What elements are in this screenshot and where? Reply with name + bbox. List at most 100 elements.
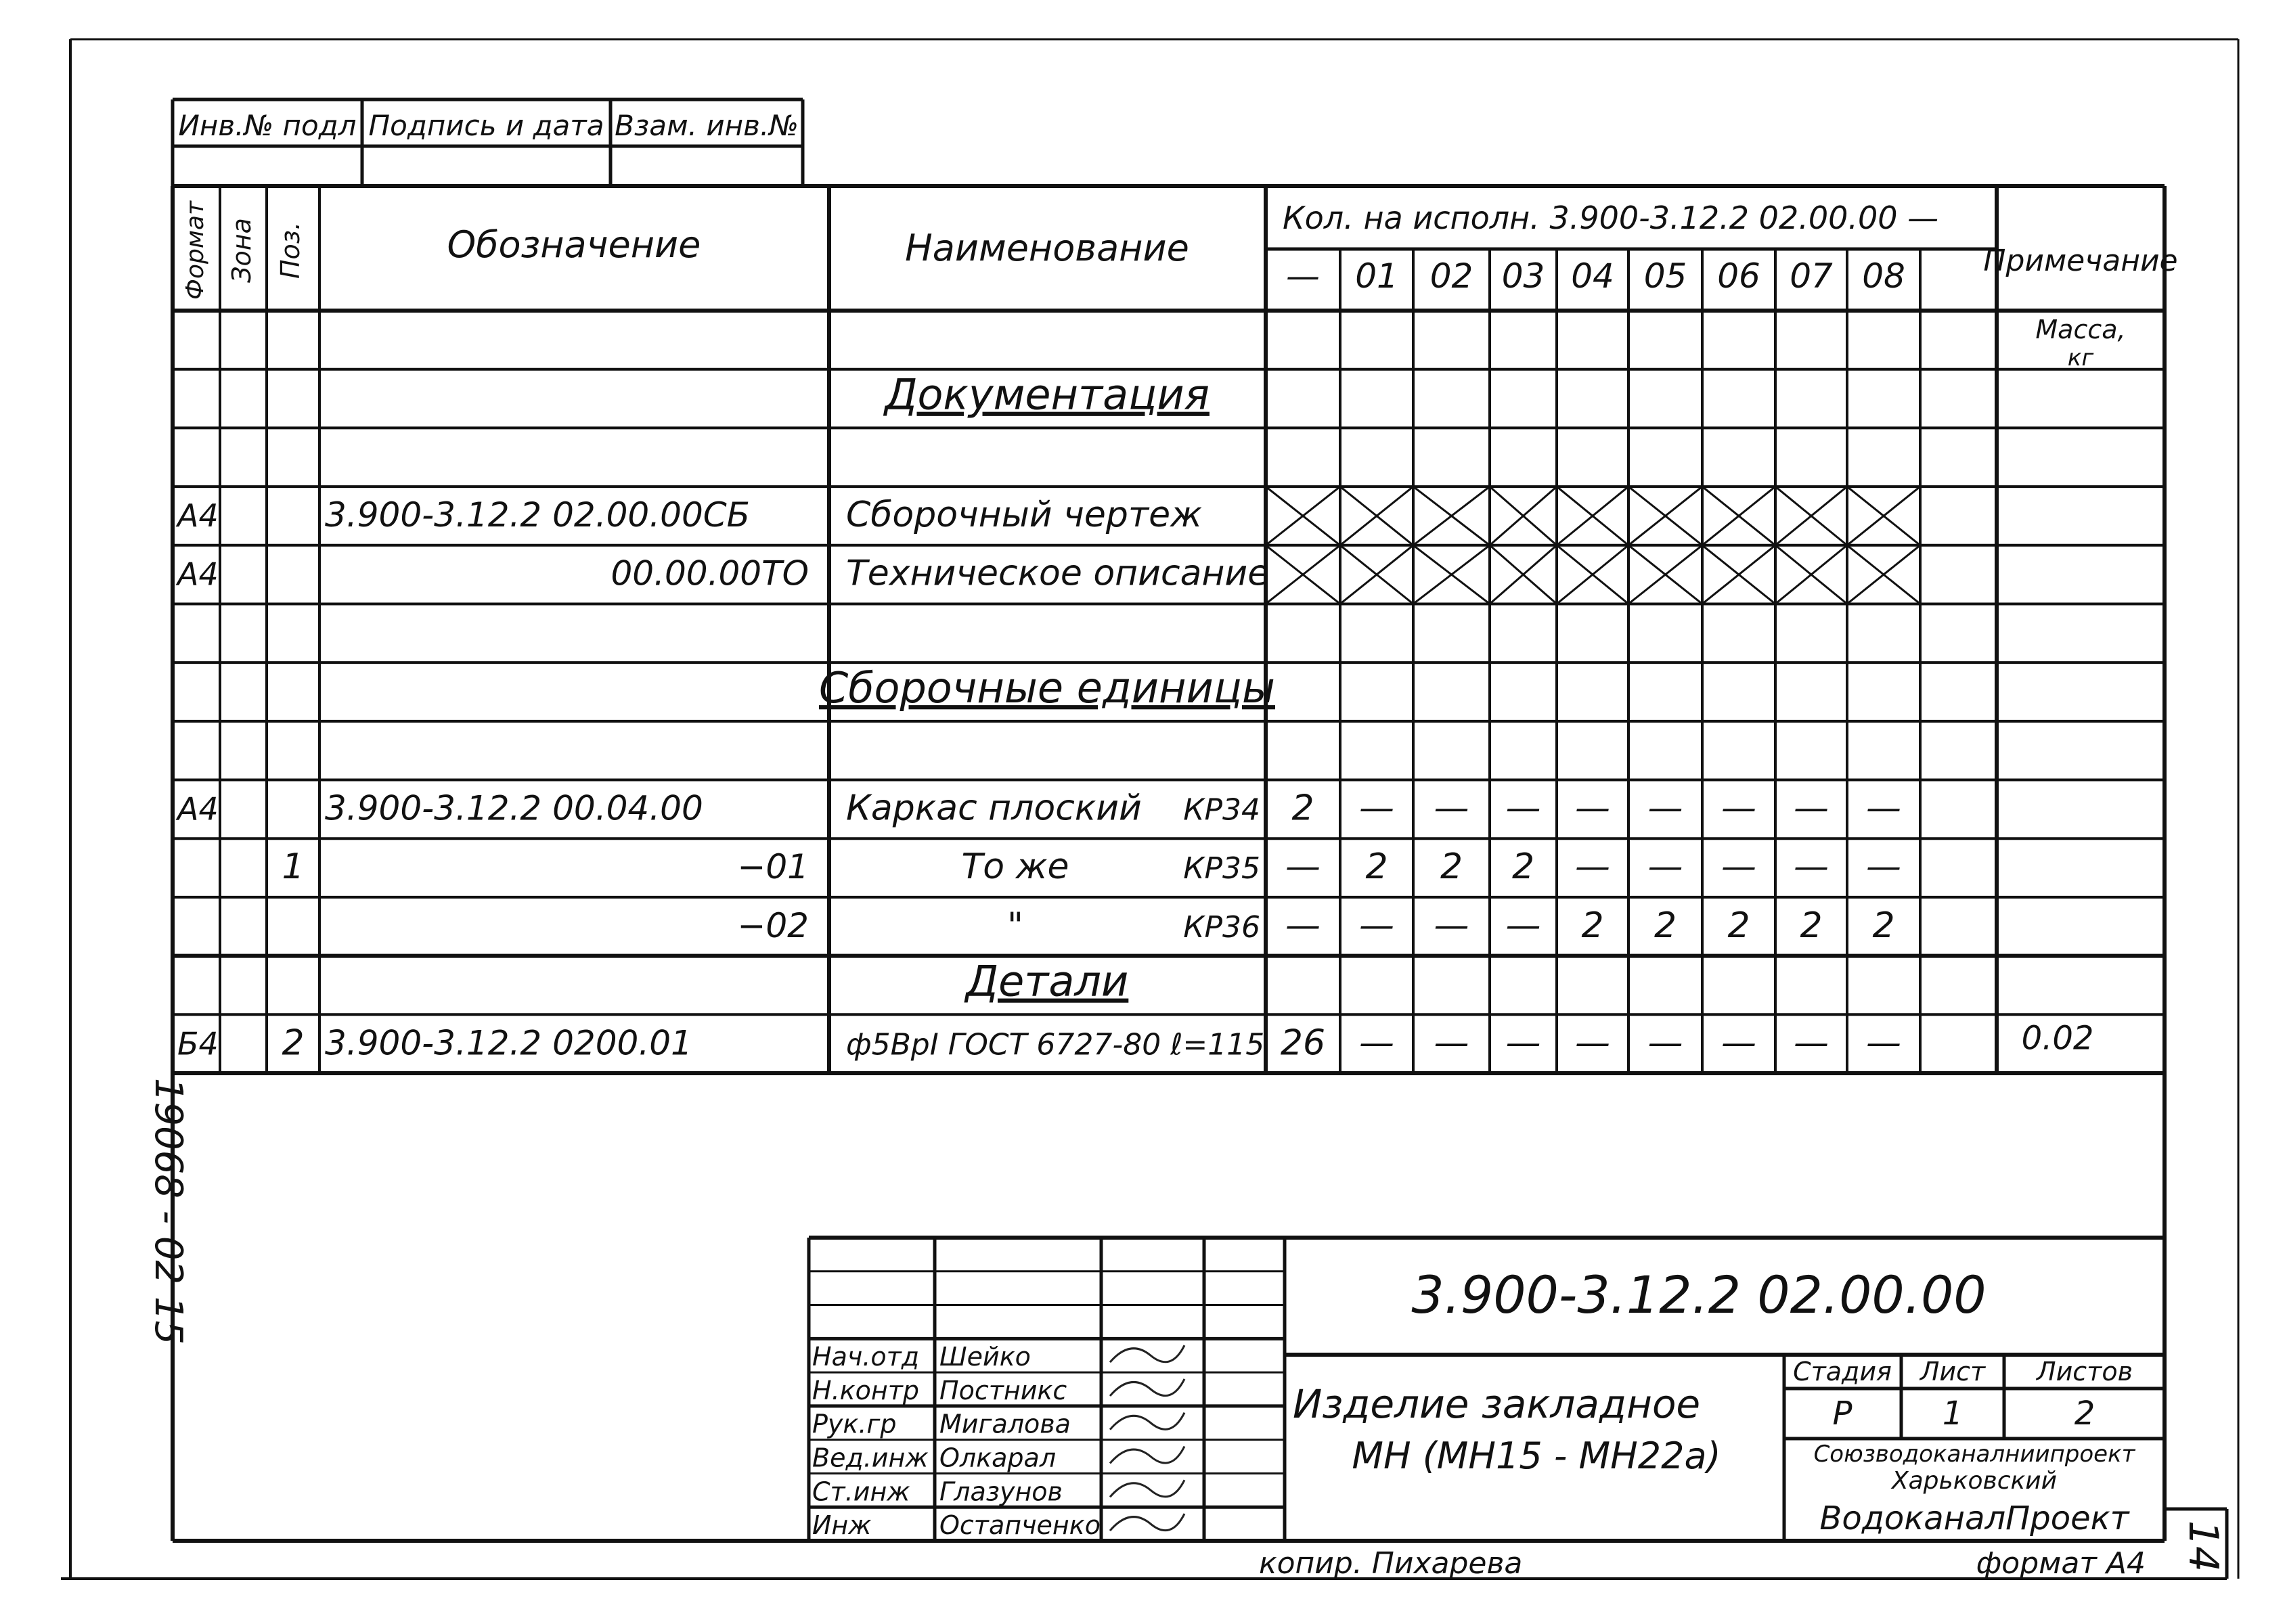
signer-role: Вед.инж	[812, 1443, 929, 1472]
signature-icon	[1109, 1412, 1186, 1430]
signature-icon	[1109, 1345, 1186, 1363]
format-label: формат А4	[1976, 1546, 2146, 1581]
cell-qty: —	[1359, 905, 1394, 946]
cross-mark	[1265, 544, 1341, 605]
cell-qty: —	[1575, 847, 1610, 887]
signer-role: Рук.гр	[812, 1409, 897, 1439]
cross-mark	[1846, 544, 1921, 605]
cell-qty: 2	[1581, 905, 1603, 946]
cell-format: Б4	[177, 1025, 219, 1062]
cell-qty: —	[1866, 1022, 1901, 1063]
cell-qty: —	[1434, 788, 1469, 828]
header-variant: 06	[1717, 256, 1760, 296]
header-variant: 08	[1862, 256, 1905, 296]
cross-mark	[1846, 485, 1921, 546]
cell-qty: —	[1721, 788, 1756, 828]
signer-name: Олкарал	[939, 1443, 1056, 1472]
cell-format: А4	[175, 556, 219, 593]
signer-name: Глазунов	[939, 1476, 1063, 1506]
cell-qty: —	[1721, 847, 1756, 887]
stamp-header: Взам. инв.№	[615, 109, 799, 142]
cell-qty: —	[1285, 905, 1321, 946]
cross-mark	[1702, 544, 1776, 605]
sheet-value: 1	[1943, 1395, 1964, 1433]
cross-mark	[1702, 485, 1776, 546]
cell-qty: —	[1359, 788, 1394, 828]
stamp-header: Инв.№ подл	[178, 109, 356, 142]
document-code: 3.900-3.12.2 02.00.00	[1411, 1265, 1986, 1325]
signer-name: Шейко	[939, 1342, 1031, 1372]
header-zone: Зона	[227, 218, 257, 283]
cell-qty: —	[1285, 847, 1321, 887]
cross-mark	[1413, 485, 1490, 546]
cell-qty: —	[1575, 1022, 1610, 1063]
stage-value: Р	[1833, 1395, 1853, 1433]
header-name: Наименование	[905, 227, 1189, 269]
signer-name: Остапченко	[939, 1510, 1101, 1540]
header-note: Примечание	[1983, 244, 2177, 278]
cell-qty: —	[1794, 788, 1829, 828]
cell-qty: —	[1648, 847, 1683, 887]
cell-qty: 26	[1281, 1022, 1325, 1063]
signature-icon	[1109, 1378, 1186, 1397]
cell-qty: 2	[1512, 847, 1534, 887]
cell-qty: 2	[1872, 905, 1894, 946]
header-variant: 01	[1355, 256, 1398, 296]
mass-label: Масса,	[2035, 315, 2125, 344]
section-heading: Документация	[883, 370, 1210, 420]
mass-unit: кг	[2068, 344, 2095, 371]
stage-label: Стадия	[1793, 1357, 1892, 1386]
header-variant: 02	[1430, 256, 1473, 296]
cell-format: А4	[175, 790, 219, 827]
cell-qty: —	[1721, 1022, 1756, 1063]
header-variant: 04	[1571, 256, 1614, 296]
signer-role: Нач.отд	[812, 1342, 919, 1372]
sheet-text: 19068 - 02 15 копир. Пихарева формат А4 …	[146, 109, 2227, 1581]
cross-mark	[1265, 485, 1341, 546]
cell-designation: 00.00.00ТО	[611, 554, 809, 593]
cross-mark	[1775, 485, 1848, 546]
section-heading: Сборочные единицы	[819, 663, 1275, 713]
cell-qty: 2	[1291, 788, 1314, 828]
cell-qty: —	[1866, 788, 1901, 828]
cross-mark	[1556, 544, 1629, 605]
cross-mark	[1413, 544, 1490, 605]
organization: ВодоканалПроект	[1819, 1499, 2130, 1537]
cell-qty: —	[1648, 788, 1683, 828]
cell-qty: —	[1506, 1022, 1541, 1063]
organization: Харьковский	[1890, 1467, 2057, 1495]
cell-designation: 3.900-3.12.2 02.00.00СБ	[325, 495, 750, 535]
sheets-label: Листов	[2035, 1357, 2133, 1386]
header-variant: —	[1286, 256, 1320, 296]
cross-mark	[1628, 485, 1703, 546]
cell-name: ф5ВрI ГОСТ 6727-80 ℓ=115	[846, 1027, 1264, 1062]
cell-pos: 1	[282, 847, 304, 887]
cell-format: А4	[175, 497, 219, 534]
cell-qty: —	[1648, 1022, 1683, 1063]
cell-name: То же	[962, 847, 1069, 887]
section-heading: Детали	[964, 957, 1129, 1006]
signer-role: Н.контр	[812, 1376, 919, 1405]
cell-qty: 2	[1365, 847, 1388, 887]
signature-icon	[1109, 1479, 1186, 1498]
copied-by: копир. Пихарева	[1259, 1546, 1522, 1581]
signature-icon	[1109, 1513, 1186, 1532]
signer-role: Инж	[812, 1510, 872, 1540]
signer-name: Постникс	[939, 1376, 1067, 1405]
cell-qty: —	[1506, 788, 1541, 828]
header-pos: Поз.	[275, 222, 305, 279]
cross-mark	[1489, 544, 1557, 605]
cell-mark: КР34	[1183, 792, 1260, 827]
header-format: Формат	[181, 200, 209, 300]
header-variant: 05	[1644, 256, 1687, 296]
cell-designation: 3.900-3.12.2 0200.01	[325, 1023, 692, 1062]
cell-designation: 3.900-3.12.2 00.04.00	[325, 788, 703, 828]
signer-name: Мигалова	[939, 1409, 1071, 1439]
header-designation: Обозначение	[447, 223, 701, 266]
cell-qty: —	[1794, 1022, 1829, 1063]
stamp-header: Подпись и дата	[369, 109, 604, 142]
cell-name: "	[1007, 905, 1023, 946]
product-name: Изделие закладное	[1293, 1381, 1700, 1427]
cell-pos: 2	[282, 1022, 304, 1063]
